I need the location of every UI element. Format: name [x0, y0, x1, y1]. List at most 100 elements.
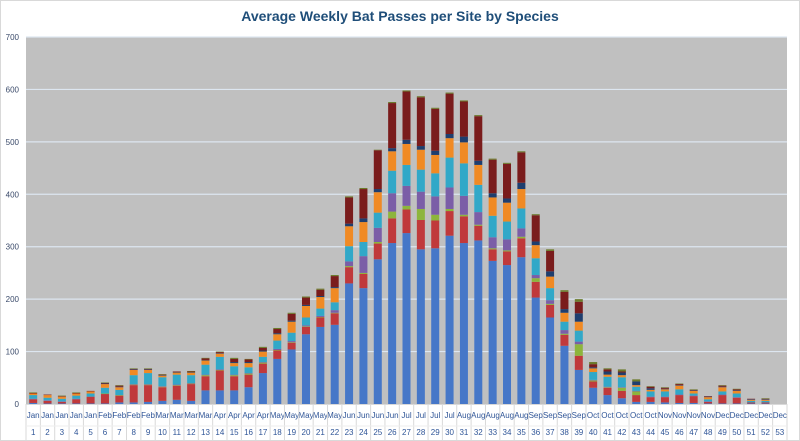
month-label: Oct	[616, 411, 629, 420]
bar-segment	[345, 267, 354, 284]
y-tick-label: 400	[6, 190, 20, 199]
bar-segment	[574, 344, 583, 356]
bar-segment	[632, 381, 641, 386]
bar-segment	[287, 320, 296, 322]
week-label: 52	[761, 428, 770, 437]
bar-segment	[115, 387, 124, 390]
bar-segment	[215, 356, 224, 370]
month-label: Nov	[701, 411, 715, 420]
bar-segment	[660, 391, 669, 397]
week-label: 34	[503, 428, 512, 437]
bar-segment	[474, 115, 483, 117]
bar-segment	[187, 370, 196, 372]
bar-segment	[115, 385, 124, 386]
bar-segment	[373, 241, 382, 244]
bar-segment	[287, 332, 296, 342]
month-label: Jun	[343, 411, 356, 420]
bar-segment	[316, 308, 325, 316]
bar-segment	[244, 358, 253, 360]
bar-segment	[129, 369, 138, 370]
bar-segment	[603, 386, 612, 388]
week-label: 51	[747, 428, 756, 437]
bar-segment	[517, 182, 526, 190]
bar-segment	[345, 246, 354, 262]
bar-segment	[330, 275, 339, 277]
bar-segment	[761, 398, 770, 400]
bar-segment	[402, 143, 411, 165]
week-label: 27	[402, 428, 411, 437]
bar-segment	[675, 385, 684, 386]
bar-segment	[388, 102, 397, 104]
bar-segment	[43, 400, 52, 404]
bar-segment	[29, 402, 38, 404]
bar-segment	[43, 394, 52, 396]
bar-segment	[273, 340, 282, 349]
week-label: 37	[546, 428, 555, 437]
bar-segment	[301, 326, 310, 327]
bar-segment	[359, 222, 368, 242]
bar-segment	[531, 281, 540, 298]
bar-segment	[316, 317, 325, 327]
bar-segment	[675, 395, 684, 403]
month-label: Sep	[572, 411, 587, 420]
bar-segment	[617, 371, 626, 373]
bar-segment	[316, 316, 325, 318]
month-label: Apr	[214, 411, 227, 420]
bar-segment	[244, 373, 253, 375]
bar-segment	[316, 326, 325, 404]
week-label: 21	[316, 428, 325, 437]
bar-segment	[560, 321, 569, 331]
bar-segment	[158, 400, 167, 404]
bar-segment	[603, 387, 612, 388]
bar-segment	[459, 214, 468, 217]
bar-segment	[445, 235, 454, 404]
bar-segment	[589, 381, 598, 388]
bar-segment	[158, 374, 167, 376]
bar-segment	[689, 395, 698, 397]
week-label: 9	[146, 428, 151, 437]
bar-segment	[86, 390, 95, 392]
month-label: Aug	[514, 411, 528, 420]
bar-segment	[301, 304, 310, 306]
bar-segment	[445, 133, 454, 139]
bar-segment	[273, 327, 282, 330]
bar-segment	[445, 138, 454, 158]
bar-segment	[459, 163, 468, 196]
bar-segment	[301, 334, 310, 404]
bar-segment	[761, 399, 770, 401]
bar-segment	[258, 351, 267, 357]
week-label: 32	[474, 428, 483, 437]
bar-segment	[732, 393, 741, 398]
bar-segment	[43, 403, 52, 404]
bar-segment	[416, 169, 425, 192]
bar-segment	[531, 215, 540, 242]
week-label: 15	[230, 428, 239, 437]
bar-segment	[560, 290, 569, 292]
bar-segment	[560, 312, 569, 322]
bar-segment	[574, 321, 583, 331]
bar-segment	[100, 382, 109, 384]
bar-segment	[258, 350, 267, 352]
bar-segment	[632, 379, 641, 382]
bar-segment	[244, 363, 253, 368]
bar-segment	[459, 142, 468, 164]
bar-segment	[201, 375, 210, 377]
bar-segment	[503, 162, 512, 164]
bar-segment	[445, 211, 454, 236]
bar-segment	[345, 266, 354, 268]
bar-segment	[732, 397, 741, 398]
bar-segment	[158, 386, 167, 387]
month-label: Mar	[184, 411, 198, 420]
bar-segment	[431, 107, 440, 109]
bar-segment	[388, 151, 397, 171]
week-label: 41	[603, 428, 612, 437]
bar-segment	[388, 243, 397, 404]
bar-segment	[546, 249, 555, 251]
bar-segment	[747, 402, 756, 404]
bar-segment	[747, 399, 756, 401]
bar-segment	[129, 402, 138, 404]
bar-segment	[402, 91, 411, 140]
bar-segment	[747, 400, 756, 403]
y-tick-label: 0	[15, 400, 20, 409]
